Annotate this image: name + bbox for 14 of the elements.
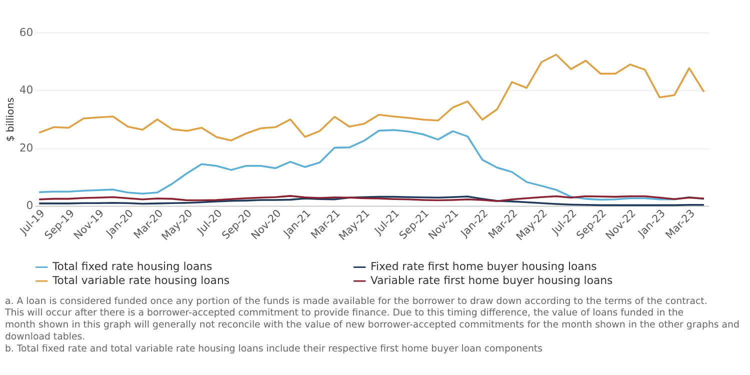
text: a. A loan is considered funded once any portion of the funds is made available for the borrower to draw down according to the terms of the contract. This will occur after there is a borrower-accepted commitment to provide finance. Due to this timing difference, the value of loans funded in the month shown in this graph will generally not reconcile with the value of new borrower-accepted commitments for the month shown in the other graphs and download tables. — [4, 296, 740, 343]
legend-label: Total fixed rate housing loans — [52, 260, 213, 274]
y-tick-label: 40 — [19, 84, 34, 97]
line-series — [38, 54, 705, 142]
text: b. Total fixed rate and total variable rate housing loans include their respective first home buyer loan components — [4, 343, 543, 354]
y-tick-label: 0 — [26, 199, 34, 212]
legend-label: Total variable rate housing loans — [52, 274, 230, 288]
y-tick-label: 20 — [19, 141, 34, 154]
y-tick-label: 60 — [19, 26, 34, 39]
line-series — [38, 129, 705, 201]
legend-label: Fixed rate first home buyer housing loans — [370, 260, 598, 274]
legend-label: Variable rate first home buyer housing loans — [370, 274, 614, 288]
y-axis-title: $ billions — [5, 97, 16, 142]
line-series — [38, 196, 705, 206]
